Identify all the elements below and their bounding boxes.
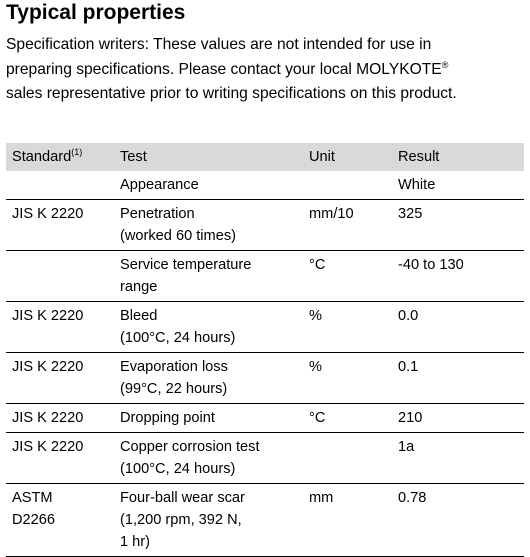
cell-test-line: 1 hr): [120, 534, 151, 550]
table-row: JIS K 2220 Dropping point °C 210: [6, 403, 524, 433]
cell-unit-line: °C: [309, 257, 326, 273]
cell-standard: JIS K 2220: [6, 301, 114, 353]
cell-result: 0.78: [392, 483, 524, 557]
footnote-marker: (1): [71, 147, 83, 158]
cell-unit: °C: [303, 250, 392, 302]
cell-test: Appearance: [114, 171, 303, 200]
cell-result-line: -40 to 130: [398, 257, 464, 273]
cell-unit-line: mm/10: [309, 206, 354, 222]
cell-unit: mm/10: [303, 199, 392, 251]
cell-standard-line: ASTM: [12, 490, 53, 506]
cell-test: Four-ball wear scar (1,200 rpm, 392 N, 1 h…: [114, 483, 303, 557]
registered-mark: ®: [441, 59, 449, 70]
header-standard: Standard(1): [6, 143, 114, 171]
cell-test-line: Four-ball wear scar: [120, 490, 245, 506]
cell-standard-line: JIS K 2220: [12, 359, 84, 375]
table-row: Appearance White: [6, 171, 524, 200]
cell-standard-line: JIS K 2220: [12, 439, 84, 455]
cell-test: Dropping point: [114, 403, 303, 433]
cell-result-line: 0.78: [398, 490, 427, 506]
cell-test-line: (100°C, 24 hours): [120, 330, 236, 346]
intro-line-3: sales representative prior to writing sp…: [6, 85, 457, 102]
cell-unit: %: [303, 352, 392, 404]
cell-test-line: (100°C, 24 hours): [120, 461, 236, 477]
cell-result: 325: [392, 199, 524, 251]
table-row: ASTM D2266 Four-ball wear scar (1,200 rpm, …: [6, 483, 524, 557]
cell-unit-line: %: [309, 308, 322, 324]
table-row: JIS K 2220 Bleed (100°C, 24 hours)% 0.0: [6, 301, 524, 353]
cell-standard: [6, 250, 114, 302]
cell-test: Copper corrosion test (100°C, 24 hours): [114, 432, 303, 484]
cell-unit-line: %: [309, 359, 322, 375]
table-header-row: Standard(1) Test Unit Result: [6, 143, 524, 171]
cell-standard-line: JIS K 2220: [12, 206, 84, 222]
cell-standard: JIS K 2220: [6, 432, 114, 484]
cell-test-line: Dropping point: [120, 410, 215, 426]
cell-standard: JIS K 2220: [6, 403, 114, 433]
cell-result-line: 0.0: [398, 308, 419, 324]
cell-test-line: Bleed: [120, 308, 158, 324]
cell-unit: mm: [303, 483, 392, 557]
cell-unit: [303, 171, 392, 200]
cell-test-line: Appearance: [120, 177, 199, 193]
cell-result: 0.0: [392, 301, 524, 353]
cell-standard-line: JIS K 2220: [12, 308, 84, 324]
header-unit: Unit: [309, 149, 335, 165]
header-test: Test: [120, 149, 147, 165]
cell-result: 1a: [392, 432, 524, 484]
cell-standard: JIS K 2220: [6, 199, 114, 251]
intro-line-2-text: preparing specifications. Please contact…: [6, 60, 442, 78]
header-result: Result: [398, 149, 440, 165]
cell-result-line: 210: [398, 410, 423, 426]
cell-unit-line: °C: [309, 410, 326, 426]
header-standard-label: Standard: [12, 149, 72, 165]
intro-line-2: preparing specifications. Please contact…: [6, 58, 528, 83]
cell-test: Evaporation loss (99°C, 22 hours): [114, 352, 303, 404]
cell-result-line: 325: [398, 206, 423, 222]
cell-test-line: Penetration: [120, 206, 195, 222]
page-title: Typical properties: [6, 1, 186, 24]
cell-standard: ASTM D2266: [6, 483, 114, 557]
cell-test-line: (1,200 rpm, 392 N,: [120, 512, 242, 528]
cell-test: Penetration (worked 60 times): [114, 199, 303, 251]
table-body: Appearance White JIS K 2220 Penetration (wor…: [6, 171, 524, 557]
cell-test: Bleed (100°C, 24 hours): [114, 301, 303, 353]
cell-test-line: Evaporation loss: [120, 359, 228, 375]
table-row: JIS K 2220 Evaporation loss (99°C, 22 hour…: [6, 352, 524, 404]
cell-unit: °C: [303, 403, 392, 433]
table-row: JIS K 2220 Penetration (worked 60 times) mm…: [6, 199, 524, 251]
cell-result: 0.1: [392, 352, 524, 404]
table-row: Service temperature range °C -40 to 130: [6, 250, 524, 302]
cell-standard: JIS K 2220: [6, 352, 114, 404]
cell-result-line: White: [398, 177, 436, 193]
cell-result: -40 to 130: [392, 250, 524, 302]
cell-test: Service temperature range: [114, 250, 303, 302]
cell-standard: [6, 171, 114, 200]
cell-standard-line: JIS K 2220: [12, 410, 84, 426]
table-header: Standard(1) Test Unit Result: [6, 143, 524, 171]
cell-unit-line: mm: [309, 490, 334, 506]
intro-paragraph: Specification writers: These values are …: [6, 33, 528, 107]
cell-result: White: [392, 171, 524, 200]
cell-unit: [303, 432, 392, 484]
cell-test-line: (99°C, 22 hours): [120, 381, 228, 397]
cell-test-line: range: [120, 279, 158, 295]
table-row: JIS K 2220 Copper corrosion test (100°C, 2…: [6, 432, 524, 484]
cell-unit: %: [303, 301, 392, 353]
intro-line-1: Specification writers: These values are …: [6, 36, 432, 53]
cell-result-line: 0.1: [398, 359, 419, 375]
cell-test-line: (worked 60 times): [120, 228, 236, 244]
cell-test-line: Service temperature: [120, 257, 252, 273]
cell-result-line: 1a: [398, 439, 415, 455]
cell-test-line: Copper corrosion test: [120, 439, 260, 455]
properties-table: Standard(1) Test Unit Result Appearance W…: [6, 143, 524, 557]
cell-standard-line: D2266: [12, 512, 56, 528]
cell-result: 210: [392, 403, 524, 433]
